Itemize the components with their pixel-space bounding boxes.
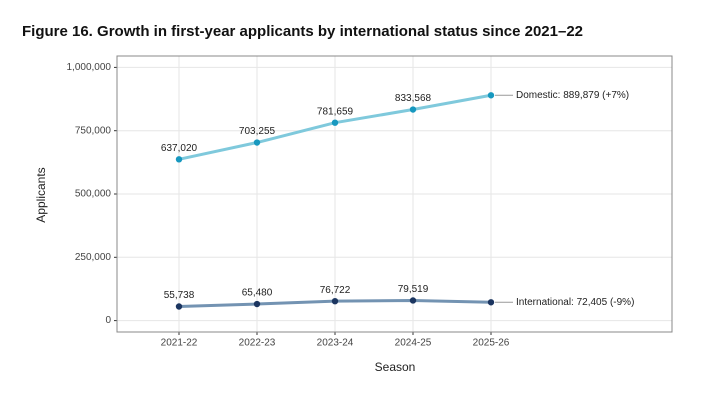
x-tick-label: 2023-24 <box>317 338 354 349</box>
data-point <box>409 297 417 304</box>
data-point <box>487 92 495 99</box>
data-label: 55,738 <box>164 290 195 301</box>
data-point <box>487 299 495 306</box>
data-point <box>175 156 183 163</box>
data-label: 703,255 <box>239 126 276 137</box>
data-label: 79,519 <box>398 284 429 295</box>
data-label: 637,020 <box>161 143 198 154</box>
y-tick-label: 250,000 <box>75 252 112 263</box>
y-tick-label: 750,000 <box>75 125 112 136</box>
data-point <box>409 106 417 113</box>
y-axis-label: Applicants <box>34 167 48 222</box>
data-label: 76,722 <box>320 285 351 296</box>
data-label: 781,659 <box>317 106 354 117</box>
x-tick-label: 2025-26 <box>473 338 510 349</box>
end-label: International: 72,405 (-9%) <box>516 297 634 308</box>
x-tick-label: 2024-25 <box>395 338 432 349</box>
data-label: 65,480 <box>242 288 273 299</box>
plot-border <box>116 55 673 333</box>
data-point <box>331 297 339 305</box>
data-point <box>253 139 261 146</box>
chart-title: Figure 16. Growth in first-year applican… <box>22 23 583 40</box>
data-point <box>331 119 339 126</box>
x-tick-label: 2021-22 <box>161 338 198 349</box>
y-tick-label: 500,000 <box>75 189 112 200</box>
y-tick-label: 1,000,000 <box>67 62 112 73</box>
data-point <box>253 300 261 308</box>
data-point <box>175 303 183 310</box>
end-label: Domestic: 889,879 (+7%) <box>516 90 629 101</box>
data-label: 833,568 <box>395 93 432 104</box>
x-tick-label: 2022-23 <box>239 338 276 349</box>
x-axis-label: Season <box>375 360 416 374</box>
y-tick-label: 0 <box>105 315 111 326</box>
